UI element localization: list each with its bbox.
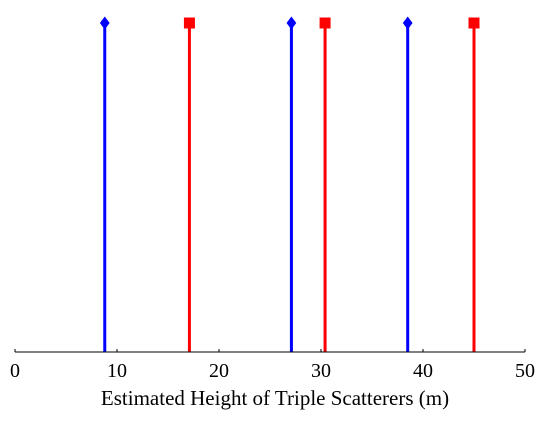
x-tick-label: 10 [107,360,127,382]
x-tick-label: 0 [10,360,20,382]
square-marker [183,17,195,29]
x-axis-ticks: 0 10 20 30 40 50 [10,349,535,382]
diamond-marker [286,16,297,30]
x-tick-label: 50 [515,360,535,382]
diamond-marker [99,16,110,30]
diamond-marker [402,16,413,30]
square-marker [468,17,480,29]
square-marker [319,17,331,29]
stem-series-group [99,16,480,352]
x-tick-label: 40 [413,360,433,382]
x-axis-label: Estimated Height of Triple Scatterers (m… [101,386,449,410]
x-tick-label: 20 [209,360,229,382]
x-tick-label: 30 [311,360,331,382]
